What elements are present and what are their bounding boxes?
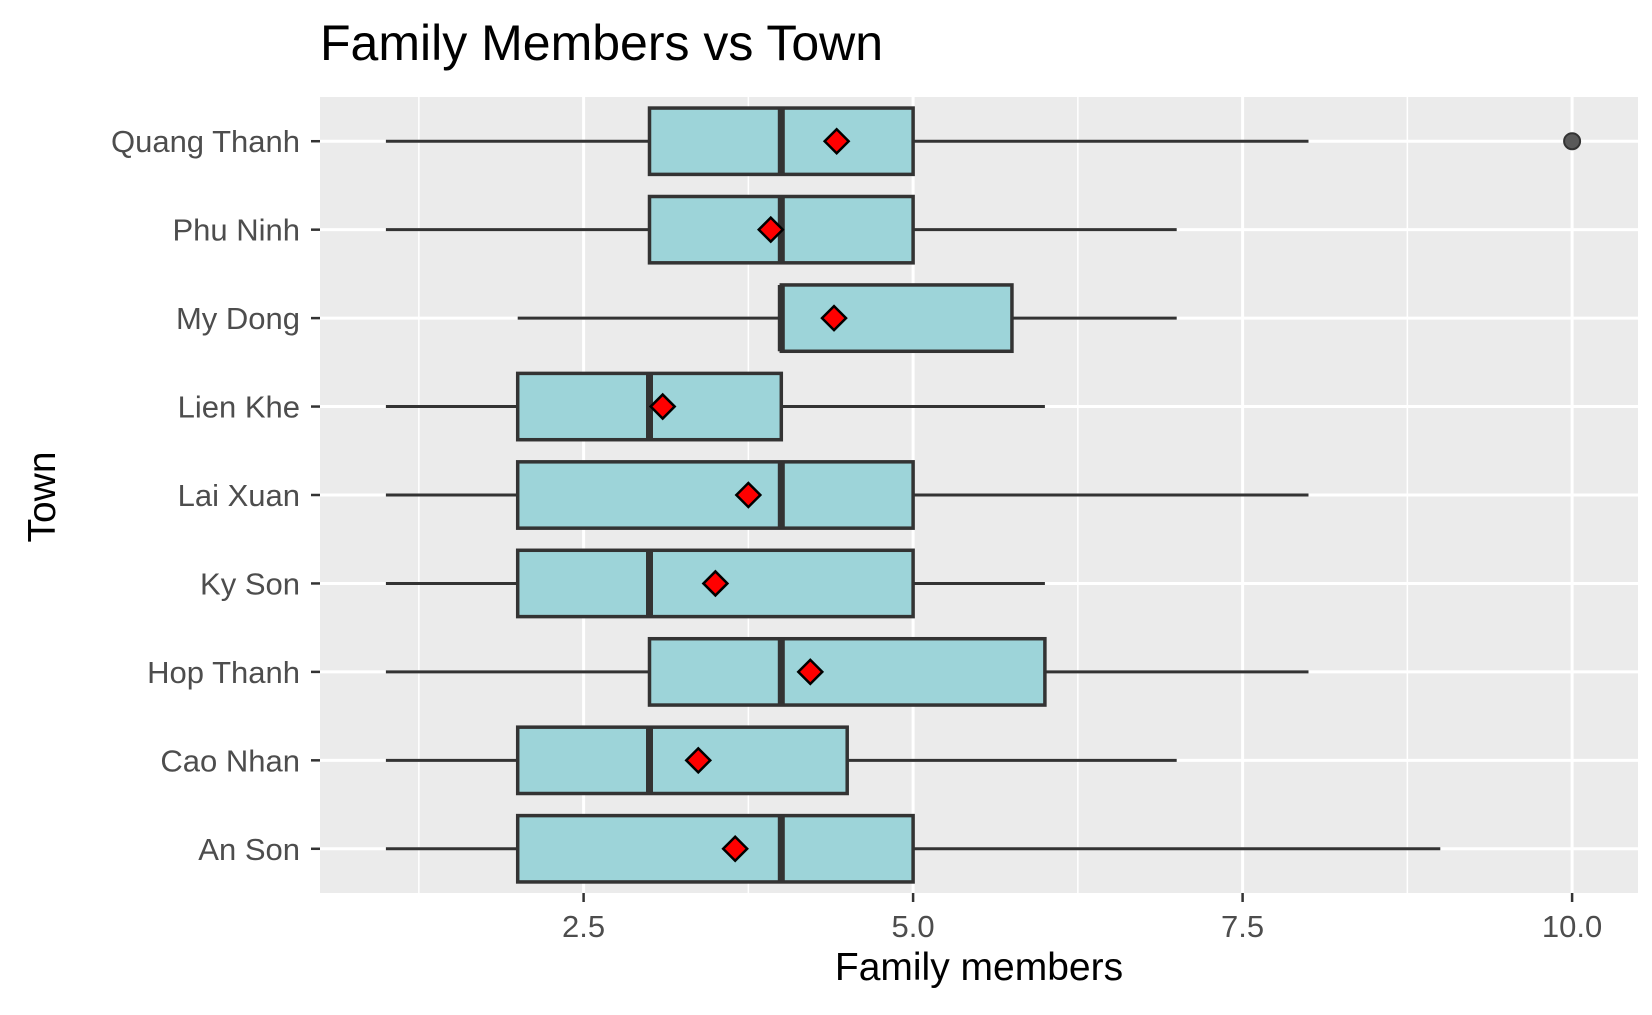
box-an-son [515,813,915,884]
x-axis-label: Family members [834,946,1124,989]
y-axis-label: Town [21,451,64,543]
mean-marker-ky-son [701,569,730,598]
mean-marker-quang-thanh [822,127,851,155]
mean-marker-phu-ninh [756,215,785,244]
y-tick-label-lai-xuan: Lai Xuan [178,478,300,513]
mean-marker-lai-xuan [734,481,763,509]
mean-marker-cao-nhan [684,746,713,775]
box-hop-thanh [647,636,1047,707]
box-my-dong [779,283,1014,354]
y-tick-label-cao-nhan: Cao Nhan [160,743,300,778]
y-tick-label-hop-thanh: Hop Thanh [147,655,300,690]
mean-marker-hop-thanh [796,658,825,686]
box-cao-nhan [515,725,849,796]
x-tick-label: 5.0 [892,909,935,944]
x-tick-label: 2.5 [562,909,605,944]
y-tick-label-my-dong: My Dong [176,301,300,336]
y-tick-label-phu-ninh: Phu Ninh [172,213,300,248]
x-tick-label: 10.0 [1542,909,1602,944]
chart-title: Family Members vs Town [320,15,884,71]
mean-marker-my-dong [820,304,848,332]
y-tick-label-ky-son: Ky Son [200,566,300,601]
y-tick-label-quang-thanh: Quang Thanh [111,124,300,159]
mean-marker-lien-khe [648,392,677,421]
outlier-quang-thanh [1563,132,1582,151]
y-tick-label-lien-khe: Lien Khe [178,390,300,425]
y-tick-label-an-son: An Son [198,832,300,867]
box-lai-xuan [515,460,915,530]
mean-marker-an-son [721,835,749,863]
x-tick-label: 7.5 [1221,909,1264,944]
